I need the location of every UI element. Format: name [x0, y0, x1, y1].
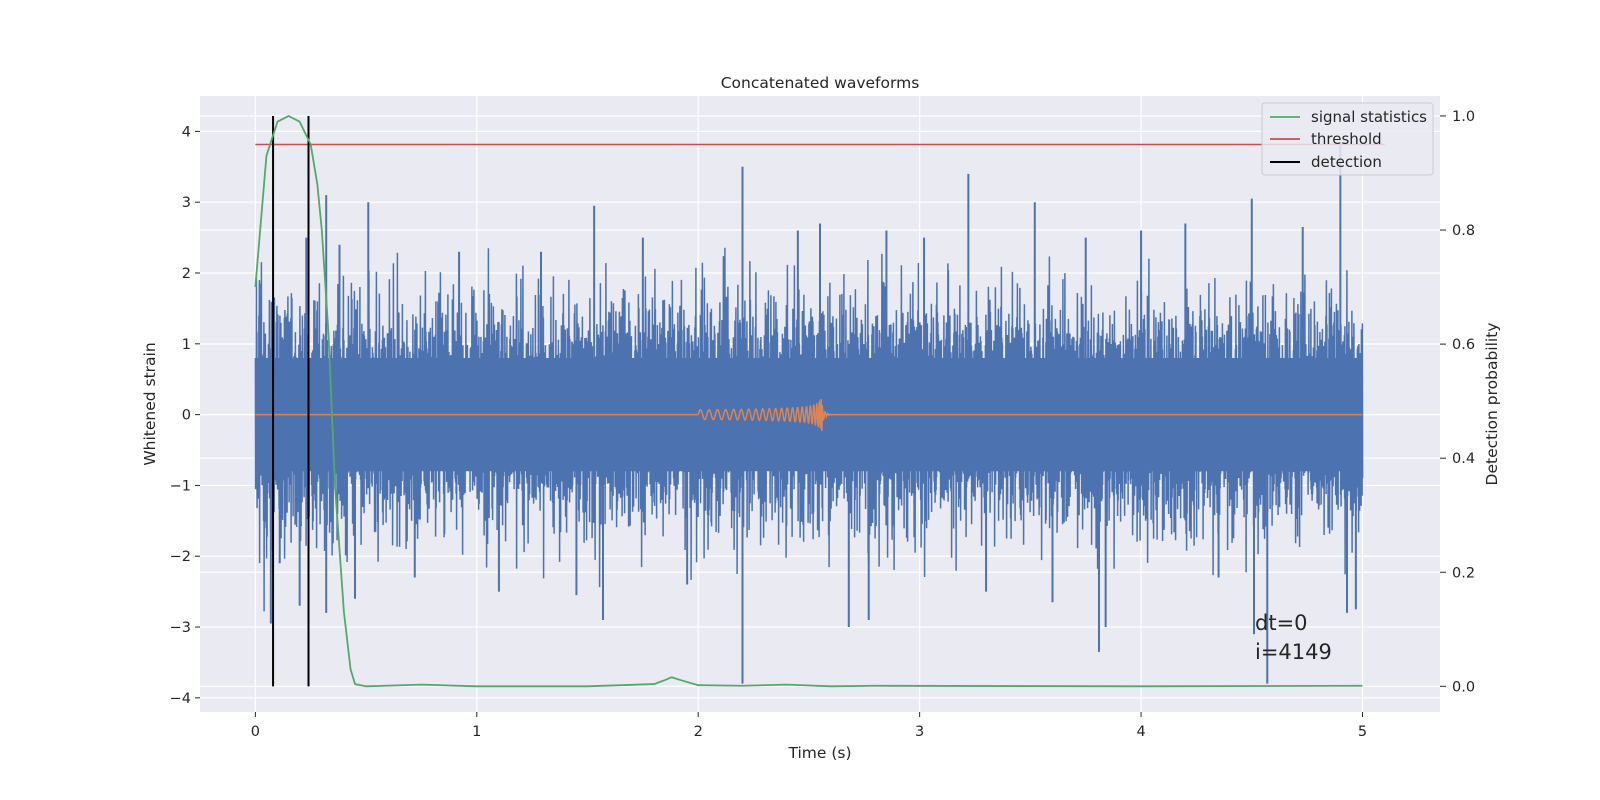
y-axis-label: Whitened strain: [141, 342, 159, 465]
chart-title: Concatenated waveforms: [721, 74, 920, 92]
legend-label-detection: detection: [1311, 153, 1382, 171]
y-tick-label-3: −1: [170, 478, 191, 494]
y2-axis-label: Detection probability: [1483, 323, 1501, 486]
annotation-index: i=4149: [1255, 640, 1332, 664]
x-axis-ticks: 0 1 2 3 4 5: [251, 712, 1367, 740]
series-signal-statistics: [254, 114, 1363, 688]
y-tick-label-8: 4: [182, 124, 191, 140]
y-tick-label-1: −3: [170, 620, 191, 636]
y-tick-label-7: 3: [182, 195, 191, 211]
series-injected-chirp: [255, 398, 1363, 432]
x-tick-label-4: 4: [1136, 724, 1145, 740]
y2-tick-label-2: 0.4: [1452, 451, 1475, 467]
y-tick-label-5: 1: [182, 337, 191, 353]
y-tick-label-2: −2: [170, 549, 191, 565]
legend-label-signal-statistics: signal statistics: [1311, 108, 1427, 126]
annotation-dt: dt=0: [1255, 611, 1308, 635]
legend-box: [1261, 102, 1434, 176]
y-tick-label-4: 0: [182, 408, 191, 424]
x-tick-label-1: 1: [472, 724, 481, 740]
x-tick-label-5: 5: [1358, 724, 1367, 740]
detection-lines: [272, 115, 310, 687]
y-tick-label-0: −4: [170, 691, 191, 707]
x-tick-label-0: 0: [251, 724, 260, 740]
legend-label-threshold: threshold: [1311, 130, 1382, 148]
y2-tick-label-0: 0.0: [1452, 679, 1475, 695]
y2-tick-label-4: 0.8: [1452, 223, 1475, 239]
y-axis-right-ticks: 0.0 0.2 0.4 0.6 0.8 1.0: [1440, 109, 1475, 695]
x-tick-label-3: 3: [915, 724, 924, 740]
y2-tick-label-5: 1.0: [1452, 109, 1475, 125]
y2-tick-label-1: 0.2: [1452, 565, 1475, 581]
y2-tick-label-3: 0.6: [1452, 337, 1475, 353]
legend: signal statistics threshold detection: [1261, 102, 1434, 176]
y-axis-left-ticks: −4 −3 −2 −1 0 1 2 3 4: [170, 124, 200, 707]
x-tick-label-2: 2: [694, 724, 703, 740]
x-axis-label: Time (s): [787, 744, 851, 762]
y-tick-label-6: 2: [182, 266, 191, 282]
